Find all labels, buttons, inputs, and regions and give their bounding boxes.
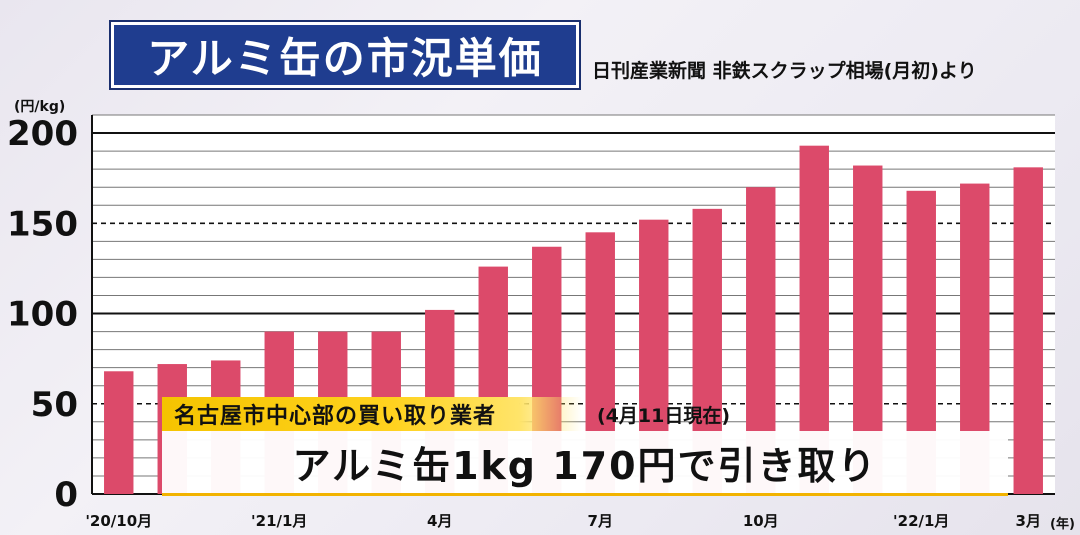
- y-tick-label: 200: [7, 114, 78, 154]
- y-tick-label: 100: [7, 295, 78, 335]
- chart-title: アルミ缶の市況単価: [111, 22, 579, 88]
- x-tick-label: '20/10月: [85, 512, 152, 530]
- bar: [104, 371, 134, 494]
- x-tick-label: 4月: [427, 512, 452, 530]
- x-tick-label: 7月: [588, 512, 613, 530]
- buyer-banner: 名古屋市中心部の買い取り業者: [162, 397, 582, 431]
- y-tick-label: 150: [7, 204, 78, 244]
- x-tick-label: '21/1月: [251, 512, 307, 530]
- x-tick-label: 3月: [1016, 512, 1041, 530]
- x-tick-label: '22/1月: [893, 512, 949, 530]
- y-axis-unit: (円/kg): [14, 99, 66, 115]
- source-note: 日刊産業新聞 非鉄スクラップ相場(月初)より: [592, 60, 977, 82]
- bar: [1013, 167, 1043, 495]
- y-tick-label: 0: [54, 475, 78, 515]
- as-of-date: (4月11日現在): [597, 405, 731, 427]
- price-caption: アルミ缶1kg 170円で引き取り: [162, 431, 1008, 496]
- x-tick-label: 10月: [743, 512, 779, 530]
- x-axis-unit: (年): [1050, 517, 1075, 532]
- y-tick-label: 50: [31, 385, 78, 425]
